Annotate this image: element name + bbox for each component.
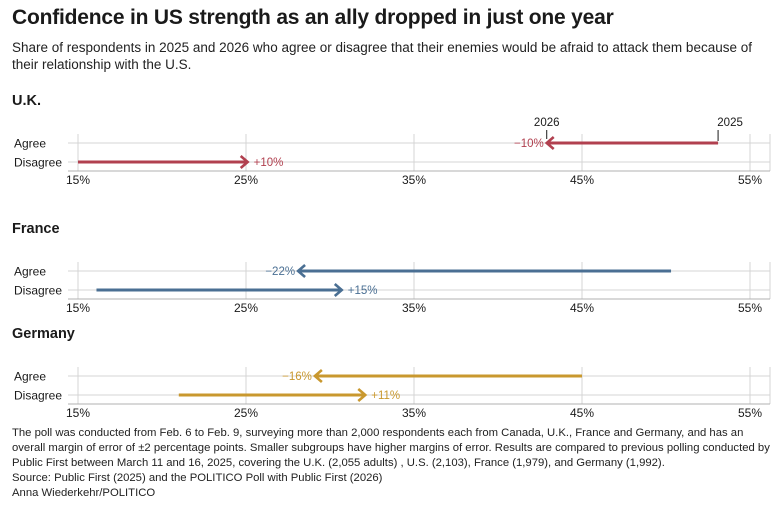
data-arrow-head	[333, 283, 344, 297]
x-tick-label: 55%	[738, 173, 762, 187]
x-tick-label: 25%	[234, 173, 258, 187]
change-label: −22%	[265, 266, 295, 278]
row-label: Disagree	[14, 389, 62, 403]
panel-country-label: France	[12, 221, 60, 237]
panel-u-k: U.K. Agree Disagree 15% 25% 35% 45% 55% −10% 2026…	[12, 93, 771, 187]
x-tick-label: 15%	[66, 406, 90, 420]
row-label: Agree	[14, 370, 46, 384]
row-label: Agree	[14, 265, 46, 279]
data-arrow-head	[357, 388, 368, 402]
change-label: +15%	[348, 285, 378, 297]
row-label: Disagree	[14, 284, 62, 298]
data-arrow-head	[239, 155, 250, 169]
change-label: +11%	[371, 390, 400, 402]
panel-germany: Germany Agree Disagree 15% 25% 35% 45% 55% −16% +…	[12, 326, 771, 420]
row-label: Agree	[14, 137, 46, 151]
source-note: Source: Public First (2025) and the POLI…	[12, 472, 383, 484]
chart-notes: The poll was conducted from Feb. 6 to Fe…	[12, 426, 774, 501]
x-tick-label: 15%	[66, 173, 90, 187]
credit-note: Anna Wiederkehr/POLITICO	[12, 487, 156, 499]
panel-country-label: Germany	[12, 326, 75, 342]
data-arrow-head	[544, 136, 555, 150]
x-tick-label: 35%	[402, 301, 426, 315]
chart-subtitle: Share of respondents in 2025 and 2026 wh…	[12, 40, 752, 72]
year-label-2025: 2025	[717, 117, 743, 129]
x-tick-label: 35%	[402, 173, 426, 187]
x-tick-label: 45%	[570, 301, 594, 315]
x-tick-label: 45%	[570, 406, 594, 420]
x-tick-label: 25%	[234, 301, 258, 315]
panel-france: France Agree Disagree 15% 25% 35% 45% 55% −22% +1…	[12, 221, 771, 315]
x-tick-label: 25%	[234, 406, 258, 420]
row-label: Disagree	[14, 156, 62, 170]
methodology-note: The poll was conducted from Feb. 6 to Fe…	[12, 427, 770, 469]
chart-title: Confidence in US strength as an ally dro…	[12, 6, 614, 29]
x-tick-label: 15%	[66, 301, 90, 315]
x-tick-label: 55%	[738, 406, 762, 420]
change-label: −10%	[514, 138, 544, 150]
data-arrow-head	[312, 369, 323, 383]
data-arrow-head	[296, 264, 306, 278]
x-tick-label: 45%	[570, 173, 594, 187]
x-tick-label: 55%	[738, 301, 762, 315]
change-label: +10%	[254, 157, 284, 169]
panel-country-label: U.K.	[12, 93, 41, 109]
chart-canvas: U.K. Agree Disagree 15% 25% 35% 45% 55% −10% 2026…	[12, 93, 771, 420]
x-tick-label: 35%	[402, 406, 426, 420]
year-label-2026: 2026	[534, 117, 560, 129]
change-label: −16%	[282, 371, 312, 383]
